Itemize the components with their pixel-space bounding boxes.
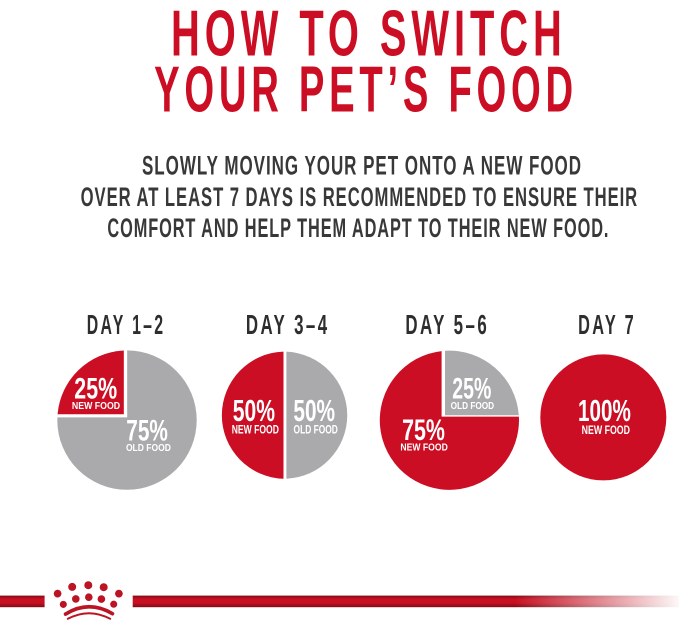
svg-text:OLD FOOD: OLD FOOD xyxy=(126,442,171,454)
svg-text:50%: 50% xyxy=(293,394,335,428)
svg-text:DAY 7: DAY 7 xyxy=(578,309,636,340)
svg-text:HOW TO SWITCH: HOW TO SWITCH xyxy=(171,0,567,70)
svg-text:YOUR PET’S FOOD: YOUR PET’S FOOD xyxy=(154,53,578,125)
svg-text:100%: 100% xyxy=(578,394,631,428)
svg-text:25%: 25% xyxy=(74,374,117,406)
svg-text:NEW FOOD: NEW FOOD xyxy=(232,423,279,436)
svg-text:SLOWLY MOVING YOUR PET ONTO A: SLOWLY MOVING YOUR PET ONTO A NEW FOOD xyxy=(142,150,582,180)
svg-text:OLD FOOD: OLD FOOD xyxy=(451,400,495,412)
svg-text:OVER AT LEAST 7 DAYS IS RECOMM: OVER AT LEAST 7 DAYS IS RECOMMENDED TO E… xyxy=(81,182,639,212)
svg-text:75%: 75% xyxy=(126,416,168,448)
svg-text:DAY 5–6: DAY 5–6 xyxy=(405,309,489,340)
svg-text:NEW FOOD: NEW FOOD xyxy=(400,441,448,453)
svg-text:50%: 50% xyxy=(233,394,275,428)
svg-text:NEW FOOD: NEW FOOD xyxy=(72,400,121,412)
svg-text:25%: 25% xyxy=(452,374,491,406)
svg-text:OLD FOOD: OLD FOOD xyxy=(294,423,338,436)
svg-text:DAY 1–2: DAY 1–2 xyxy=(87,309,166,340)
svg-text:DAY 3–4: DAY 3–4 xyxy=(246,309,330,340)
svg-text:COMFORT AND HELP THEM ADAPT TO: COMFORT AND HELP THEM ADAPT TO THEIR NEW… xyxy=(107,213,609,243)
svg-text:75%: 75% xyxy=(402,415,445,447)
svg-text:NEW FOOD: NEW FOOD xyxy=(582,424,630,437)
